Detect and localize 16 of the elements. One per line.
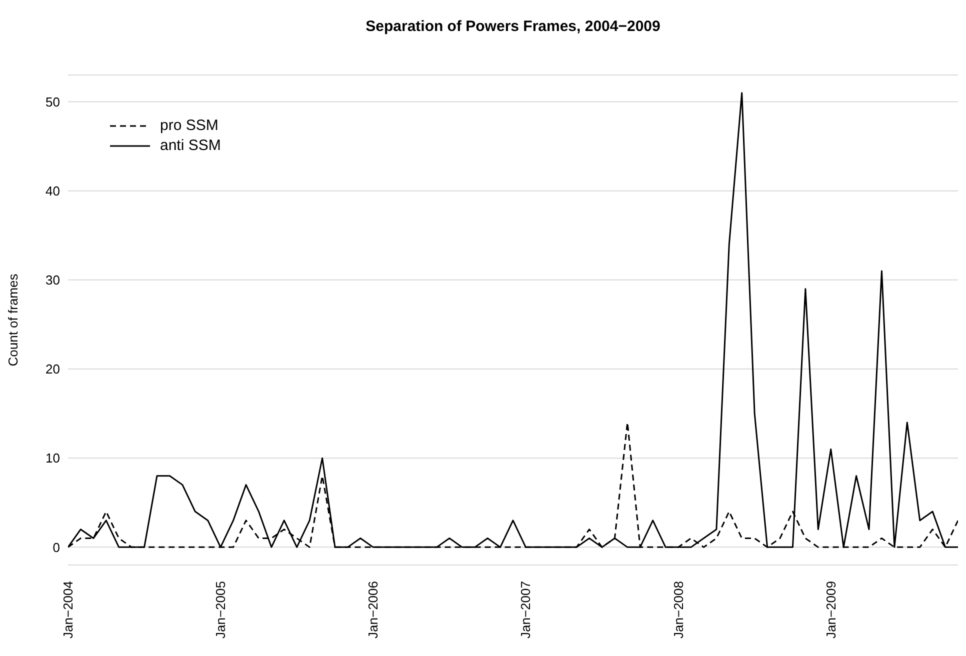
x-tick-label: Jan−2004 (60, 581, 76, 638)
x-tick-label: Jan−2007 (518, 581, 534, 638)
y-tick-label: 20 (46, 362, 60, 377)
x-tick-label: Jan−2008 (670, 581, 686, 638)
y-tick-label: 0 (52, 540, 60, 555)
legend-label: anti SSM (160, 136, 221, 156)
x-tick-label: Jan−2009 (823, 581, 838, 638)
y-tick-label: 30 (46, 272, 60, 288)
chart-title: Separation of Powers Frames, 2004−2009 (364, 17, 662, 35)
y-tick-label: 50 (46, 94, 60, 110)
x-tick-label: Jan−2006 (366, 581, 381, 638)
x-tick-label: Jan−2005 (213, 581, 228, 638)
y-axis-title: Count of frames (6, 273, 21, 366)
y-tick-label: 10 (46, 450, 60, 466)
y-tick-label: 40 (46, 183, 60, 198)
legend-label: pro SSM (160, 116, 218, 136)
